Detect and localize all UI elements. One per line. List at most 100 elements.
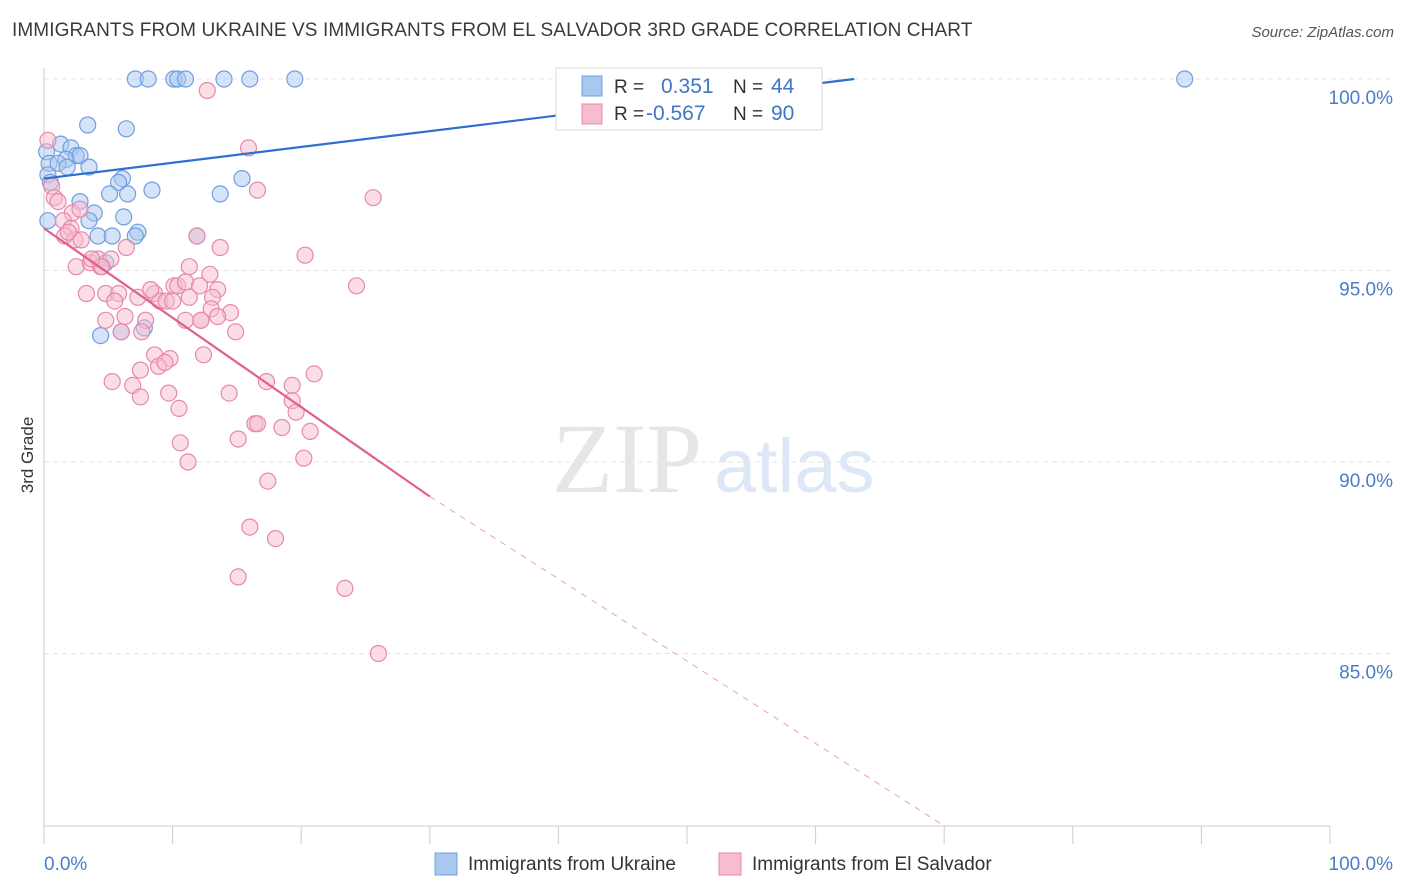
elsalvador-point (97, 311, 115, 329)
legend-swatch-elsalvador (718, 852, 742, 876)
stats-swatch-elsalvador (581, 103, 603, 125)
ukraine-point (79, 116, 97, 134)
elsalvador-point (283, 376, 301, 394)
ukraine-point (126, 227, 144, 245)
y-tick-label: 100.0% (1329, 88, 1394, 109)
elsalvador-point (188, 227, 206, 245)
watermark-zip: ZIP (552, 403, 702, 514)
elsalvador-point (305, 365, 323, 383)
elsalvador-point (179, 453, 197, 471)
elsalvador-point (248, 181, 267, 199)
chart-title: IMMIGRANTS FROM UKRAINE VS IMMIGRANTS FR… (12, 20, 973, 41)
elsalvador-point (301, 422, 319, 440)
elsalvador-trend-line (43, 227, 431, 498)
stats-r-label-ukraine: R = (614, 77, 644, 98)
elsalvador-point (67, 258, 85, 276)
elsalvador-point (296, 246, 314, 264)
ukraine-point (286, 70, 304, 88)
elsalvador-point (131, 388, 149, 406)
elsalvador-point (369, 644, 387, 663)
elsalvador-point (259, 472, 277, 490)
stats-n-value-elsalvador: 90 (771, 102, 794, 125)
stats-swatch-ukraine (581, 75, 603, 97)
ukraine-point (80, 158, 98, 176)
elsalvador-point (295, 449, 313, 467)
ukraine-point (39, 212, 57, 230)
elsalvador-point (211, 238, 229, 257)
elsalvador-point (209, 307, 227, 326)
grid-lines (44, 78, 1392, 654)
elsalvador-trend-extension (429, 496, 945, 827)
elsalvador-point (77, 284, 96, 303)
elsalvador-point (198, 81, 216, 100)
elsalvador-point (39, 131, 57, 149)
stats-n-value-ukraine: 44 (771, 75, 795, 98)
elsalvador-point (106, 292, 124, 310)
elsalvador-point (129, 288, 147, 306)
ukraine-point (109, 173, 128, 191)
elsalvador-point (192, 311, 210, 329)
stats-n-label-ukraine: N = (733, 77, 763, 98)
elsalvador-point (131, 361, 149, 379)
elsalvador-point (160, 384, 178, 402)
stats-r-label-elsalvador: R = (614, 104, 644, 125)
elsalvador-point (180, 258, 198, 276)
elsalvador-point (49, 193, 67, 211)
elsalvador-point (142, 281, 160, 299)
ukraine-point (241, 70, 259, 88)
elsalvador-point (220, 384, 238, 402)
elsalvador-point (227, 323, 245, 341)
ukraine-point (103, 227, 121, 245)
legend: Immigrants from Ukraine Immigrants from … (434, 852, 992, 876)
y-axis-label: 3rd Grade (18, 417, 37, 494)
elsalvador-point (103, 373, 121, 391)
ukraine-point (100, 185, 119, 203)
legend-label-elsalvador: Immigrants from El Salvador (752, 854, 992, 875)
y-tick-label: 85.0% (1339, 663, 1393, 684)
ukraine-point (215, 70, 233, 88)
elsalvador-point (156, 353, 174, 371)
y-tick-label: 90.0% (1339, 471, 1393, 492)
elsalvador-point (71, 200, 89, 218)
elsalvador-point (59, 223, 78, 241)
x-tick-label: 0.0% (44, 854, 87, 875)
ukraine-point (176, 70, 195, 88)
axes (43, 68, 1331, 844)
elsalvador-point (194, 346, 213, 364)
elsalvador-point (229, 568, 247, 586)
elsalvador-point (164, 292, 182, 310)
elsalvador-point (171, 434, 189, 452)
elsalvador-point (266, 529, 285, 548)
ukraine-point (139, 70, 157, 88)
ukraine-point (233, 170, 251, 188)
ukraine-point (91, 327, 110, 345)
ukraine-point (117, 120, 135, 138)
legend-label-ukraine: Immigrants from Ukraine (468, 854, 676, 875)
data-points (37, 70, 1194, 663)
source-label: Source: ZipAtlas.com (1251, 24, 1394, 41)
elsalvador-point (112, 323, 130, 341)
stats-n-label-elsalvador: N = (733, 104, 763, 125)
elsalvador-point (176, 273, 195, 291)
stats-r-value-ukraine: 0.351 (661, 75, 714, 98)
elsalvador-point (191, 277, 209, 295)
stats-box: R = 0.351 N = 44 R = -0.567 N = 90 (555, 67, 823, 131)
x-tick-labels: 0.0% 100.0% (44, 854, 1393, 875)
watermark: ZIP atlas (552, 403, 875, 514)
elsalvador-point (116, 307, 134, 326)
y-tick-labels: 100.0% 95.0% 90.0% 85.0% (1329, 88, 1394, 684)
elsalvador-point (180, 288, 198, 306)
elsalvador-point (241, 518, 259, 536)
elsalvador-point (336, 579, 354, 598)
elsalvador-point (133, 323, 151, 341)
y-tick-label: 95.0% (1339, 280, 1393, 301)
elsalvador-point (364, 189, 382, 207)
ukraine-point (58, 158, 76, 176)
elsalvador-point (72, 231, 90, 249)
ukraine-point (211, 185, 229, 203)
watermark-atlas: atlas (714, 424, 875, 509)
elsalvador-point (273, 418, 291, 437)
ukraine-point (115, 208, 133, 226)
stats-r-value-elsalvador: -0.567 (646, 102, 706, 125)
